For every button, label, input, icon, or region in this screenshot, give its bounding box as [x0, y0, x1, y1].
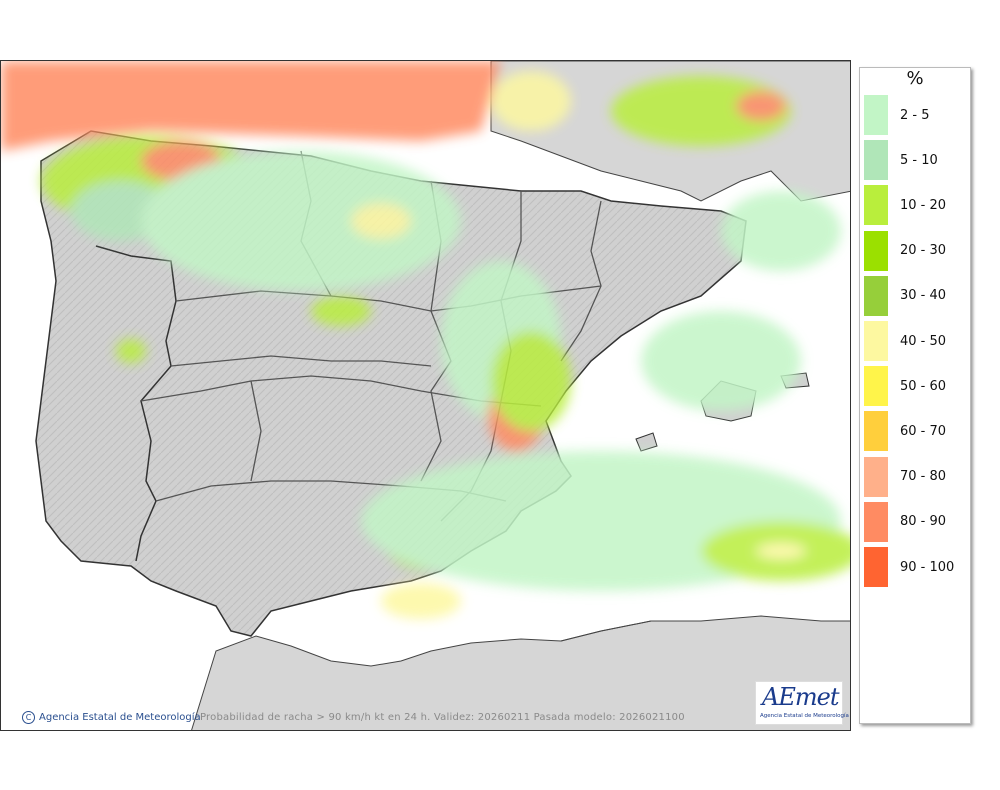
copyright-icon: C: [22, 711, 35, 724]
legend-unit: %: [906, 68, 924, 89]
legend-label: 80 - 90: [900, 514, 947, 530]
probability-map: [1, 61, 850, 730]
legend-item: 20 - 30: [864, 230, 968, 271]
legend-label: 90 - 100: [900, 559, 955, 575]
legend-swatch: [864, 547, 888, 587]
legend-label: 20 - 30: [900, 243, 947, 259]
copyright-text: Agencia Estatal de Meteorología: [39, 712, 201, 723]
legend-swatch: [864, 95, 888, 135]
legend-swatch: [864, 140, 888, 181]
legend-label: 2 - 5: [900, 107, 930, 123]
legend-label: 40 - 50: [900, 333, 947, 349]
legend-item: 2 - 5: [864, 95, 968, 135]
copyright-notice: C Agencia Estatal de Meteorología: [22, 711, 201, 724]
legend: % 2 - 5 5 - 10 10 - 20 20 - 30 30 - 40 40 - 5…: [859, 67, 971, 724]
legend-label: 5 - 10: [900, 152, 938, 168]
logo-word: AEmet: [762, 683, 839, 711]
legend-item: 50 - 60: [864, 366, 968, 407]
legend-label: 30 - 40: [900, 288, 947, 304]
legend-item: 90 - 100: [864, 547, 968, 587]
logo-subtitle: Agencia Estatal de Meteorología: [760, 713, 849, 719]
legend-swatch: [864, 185, 888, 226]
legend-label: 70 - 80: [900, 469, 947, 485]
legend-swatch: [864, 275, 888, 316]
map-caption: Probabilidad de racha > 90 km/h kt en 24…: [200, 712, 685, 723]
legend-label: 10 - 20: [900, 197, 947, 213]
legend-swatch: [864, 501, 888, 542]
legend-swatch: [864, 366, 888, 407]
legend-item: 60 - 70: [864, 411, 968, 452]
algeria-coast-line: [560, 620, 652, 642]
legend-swatch: [864, 456, 888, 497]
legend-item: 40 - 50: [864, 321, 968, 361]
portugal-border: [95, 245, 177, 562]
legend-swatch: [864, 411, 888, 452]
legend-item: 10 - 20: [864, 185, 968, 226]
legend-swatch: [864, 321, 888, 361]
legend-item: 30 - 40: [864, 275, 968, 316]
ibiza: [635, 432, 658, 452]
map-panel: [0, 60, 851, 731]
legend-swatch: [864, 230, 888, 271]
africa-land: [191, 615, 850, 730]
legend-label: 60 - 70: [900, 423, 947, 439]
aemet-logo: AEmet Agencia Estatal de Meteorología: [755, 681, 849, 725]
legend-label: 50 - 60: [900, 378, 947, 394]
legend-item: 5 - 10: [864, 140, 968, 181]
legend-item: 70 - 80: [864, 456, 968, 497]
probability-fields: [1, 61, 850, 619]
legend-item: 80 - 90: [864, 501, 968, 542]
